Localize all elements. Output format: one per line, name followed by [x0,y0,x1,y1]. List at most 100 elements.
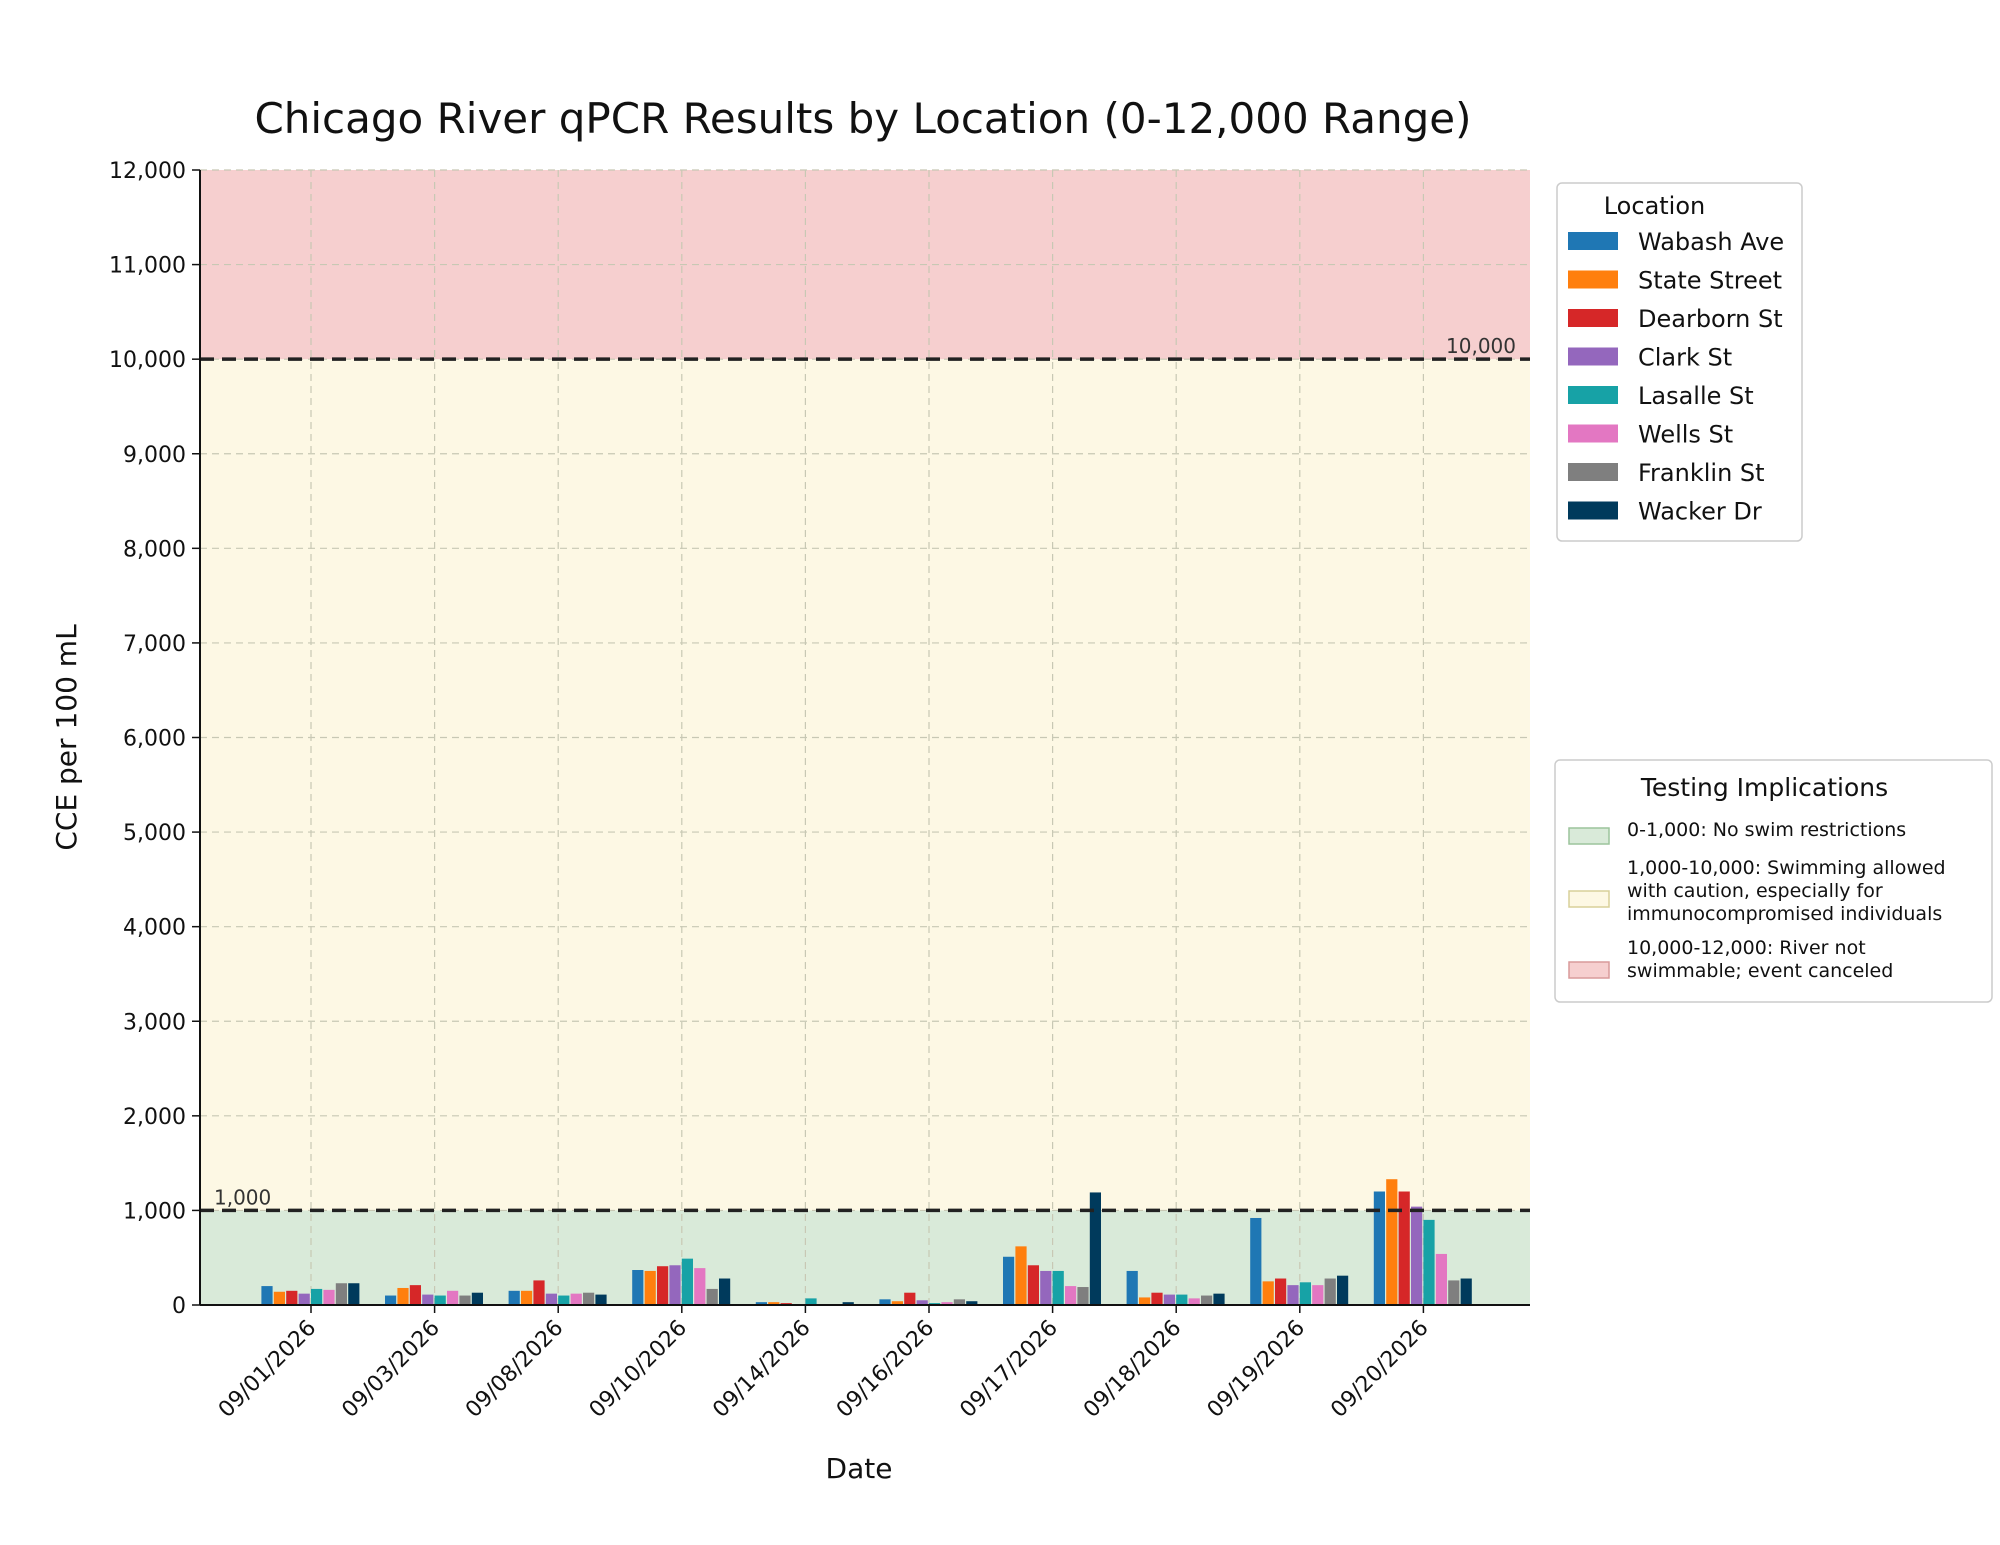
bar-wabash-ave-6 [1003,1256,1015,1305]
implications-title: Testing Implications [1640,773,1888,802]
bar-wacker-dr-5 [966,1301,978,1305]
legend-swatch-3 [1568,347,1618,366]
chart-title: Chicago River qPCR Results by Location (… [254,94,1471,143]
legend-label-6: Franklin St [1638,459,1765,487]
legend-label-4: Lasalle St [1638,382,1754,410]
bar-dearborn-st-2 [533,1280,545,1305]
bar-franklin-st-5 [953,1299,965,1305]
legend-title: Location [1604,192,1706,220]
bar-wacker-dr-8 [1337,1275,1349,1305]
bar-clark-st-5 [916,1300,928,1305]
bar-franklin-st-0 [335,1283,347,1305]
bar-clark-st-8 [1287,1285,1299,1305]
bar-state-street-5 [891,1301,903,1305]
bar-wacker-dr-6 [1089,1192,1101,1305]
legend-label-0: Wabash Ave [1638,228,1784,256]
bar-wabash-ave-5 [879,1299,891,1305]
bar-dearborn-st-5 [904,1292,916,1305]
x-tick-label-1: 09/03/2026 [337,1316,444,1423]
bar-wabash-ave-7 [1126,1270,1138,1305]
bar-lasalle-st-8 [1299,1282,1311,1305]
implications-label-2-0: 10,000-12,000: River not [1627,937,1866,959]
bar-wacker-dr-0 [348,1283,360,1305]
bar-dearborn-st-3 [657,1266,669,1305]
bar-state-street-4 [768,1302,780,1305]
bar-clark-st-6 [1040,1270,1052,1305]
legend-label-2: Dearborn St [1638,305,1783,333]
y-tick-label-4: 4,000 [123,916,186,941]
bar-state-street-9 [1386,1179,1398,1305]
bar-wells-st-9 [1435,1253,1447,1305]
bar-wells-st-7 [1188,1298,1200,1305]
bar-franklin-st-3 [706,1288,718,1305]
legend-label-7: Wacker Dr [1638,498,1762,526]
y-tick-label-10: 10,000 [109,348,186,373]
bar-wabash-ave-8 [1250,1217,1262,1305]
x-tick-label-7: 09/18/2026 [1079,1316,1186,1423]
bar-wacker-dr-9 [1460,1278,1472,1305]
bar-lasalle-st-2 [558,1295,570,1305]
x-axis-title: Date [826,1452,893,1485]
bar-wabash-ave-1 [385,1295,397,1305]
x-tick-label-0: 09/01/2026 [214,1316,321,1423]
bar-lasalle-st-9 [1423,1219,1435,1305]
legend-swatch-0 [1568,232,1618,250]
bar-franklin-st-9 [1448,1280,1460,1305]
bar-state-street-3 [644,1270,656,1305]
legend-swatch-5 [1568,424,1618,443]
legend-swatch-2 [1568,309,1618,327]
implications-label-1-1: with caution, especially for [1627,880,1883,902]
y-axis-title: CCE per 100 mL [50,624,83,851]
bar-franklin-st-1 [459,1295,471,1305]
bar-dearborn-st-6 [1027,1265,1039,1305]
bar-wabash-ave-3 [632,1270,644,1305]
x-tick-label-3: 09/10/2026 [585,1316,692,1423]
bar-lasalle-st-3 [681,1258,693,1305]
bar-wells-st-8 [1312,1285,1324,1305]
implications-label-1-0: 1,000-10,000: Swimming allowed [1627,857,1946,879]
bar-state-street-8 [1262,1281,1274,1305]
x-tick-label-9: 09/20/2026 [1326,1316,1433,1423]
bar-dearborn-st-0 [286,1290,298,1305]
bar-state-street-6 [1015,1246,1027,1305]
x-tick-label-4: 09/14/2026 [708,1316,815,1423]
threshold-label-0: 1,000 [214,1185,271,1209]
bar-franklin-st-8 [1324,1278,1336,1305]
bar-wabash-ave-2 [508,1290,520,1305]
legend-swatch-4 [1568,386,1618,404]
implications-label-0-0: 0-1,000: No swim restrictions [1627,819,1906,841]
y-tick-label-0: 0 [172,1294,186,1319]
bar-franklin-st-6 [1077,1287,1089,1305]
bar-clark-st-0 [298,1293,310,1305]
legend-swatch-7 [1568,501,1618,520]
threshold-label-1: 10,000 [1446,334,1516,358]
y-tick-label-2: 2,000 [123,1105,186,1130]
y-tick-label-8: 8,000 [123,537,186,562]
bar-state-street-1 [397,1287,409,1305]
bar-wacker-dr-2 [595,1294,607,1305]
bar-franklin-st-2 [583,1292,595,1305]
y-tick-label-3: 3,000 [123,1010,186,1035]
legend-label-5: Wells St [1638,421,1733,449]
implications-label-2-1: swimmable; event canceled [1627,960,1893,982]
bar-clark-st-7 [1163,1294,1175,1305]
bar-clark-st-2 [545,1293,557,1305]
bar-wacker-dr-1 [471,1292,483,1305]
bar-wabash-ave-4 [755,1302,767,1305]
bar-wells-st-3 [694,1268,706,1305]
implications-box [1554,759,1993,1003]
legend-swatch-6 [1568,463,1618,481]
legend-label-3: Clark St [1638,344,1732,372]
implications-swatch-1 [1568,890,1610,908]
y-tick-label-1: 1,000 [123,1199,186,1224]
bar-clark-st-9 [1411,1206,1423,1305]
band-1 [200,359,1530,1211]
x-tick-label-2: 09/08/2026 [461,1316,568,1423]
bar-wacker-dr-7 [1213,1293,1225,1305]
legend-swatch-1 [1568,270,1618,289]
bar-clark-st-1 [422,1294,434,1305]
bar-lasalle-st-4 [805,1298,817,1305]
bar-lasalle-st-0 [311,1288,323,1305]
